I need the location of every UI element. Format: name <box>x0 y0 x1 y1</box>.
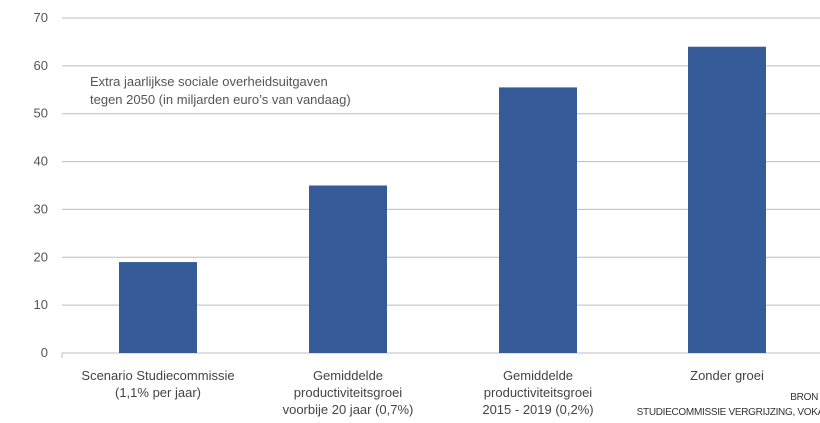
x-tick-label: Scenario Studiecommissie <box>81 368 234 383</box>
y-tick-label: 40 <box>34 154 48 169</box>
bar <box>499 87 577 354</box>
x-tick-label: 2015 - 2019 (0,2%) <box>482 402 593 417</box>
chart-annotation: Extra jaarlijkse sociale overheidsuitgav… <box>90 74 351 107</box>
bars <box>119 46 766 354</box>
x-tick-label: productiviteitsgroei <box>484 385 592 400</box>
y-tick-label: 20 <box>34 249 48 264</box>
y-tick-label: 30 <box>34 201 48 216</box>
y-tick-label: 70 <box>34 10 48 25</box>
source-text: STUDIECOMMISSIE VERGRIJZING, VOKA <box>636 407 820 418</box>
bar <box>309 185 387 353</box>
x-tick-label: (1,1% per jaar) <box>115 385 201 400</box>
source-label: BRON <box>790 392 818 403</box>
x-tick-label: productiviteitsgroei <box>294 385 402 400</box>
x-tick-label: Gemiddelde <box>313 368 383 383</box>
x-tick-label: Gemiddelde <box>503 368 573 383</box>
y-tick-label: 0 <box>41 345 48 360</box>
annotation-line: tegen 2050 (in miljarden euro’s van vand… <box>90 92 351 107</box>
x-axis-categories: Scenario Studiecommissie (1,1% per jaar) G… <box>81 368 764 417</box>
x-tick-label: Zonder groei <box>690 368 764 383</box>
y-tick-label: 10 <box>34 297 48 312</box>
y-axis-ticks: 0 10 20 30 40 50 60 70 <box>34 10 48 360</box>
y-tick-label: 50 <box>34 106 48 121</box>
y-tick-label: 60 <box>34 58 48 73</box>
bar <box>688 46 766 353</box>
annotation-line: Extra jaarlijkse sociale overheidsuitgav… <box>90 74 328 89</box>
bar <box>119 262 197 353</box>
x-tick-label: voorbije 20 jaar (0,7%) <box>283 402 414 417</box>
